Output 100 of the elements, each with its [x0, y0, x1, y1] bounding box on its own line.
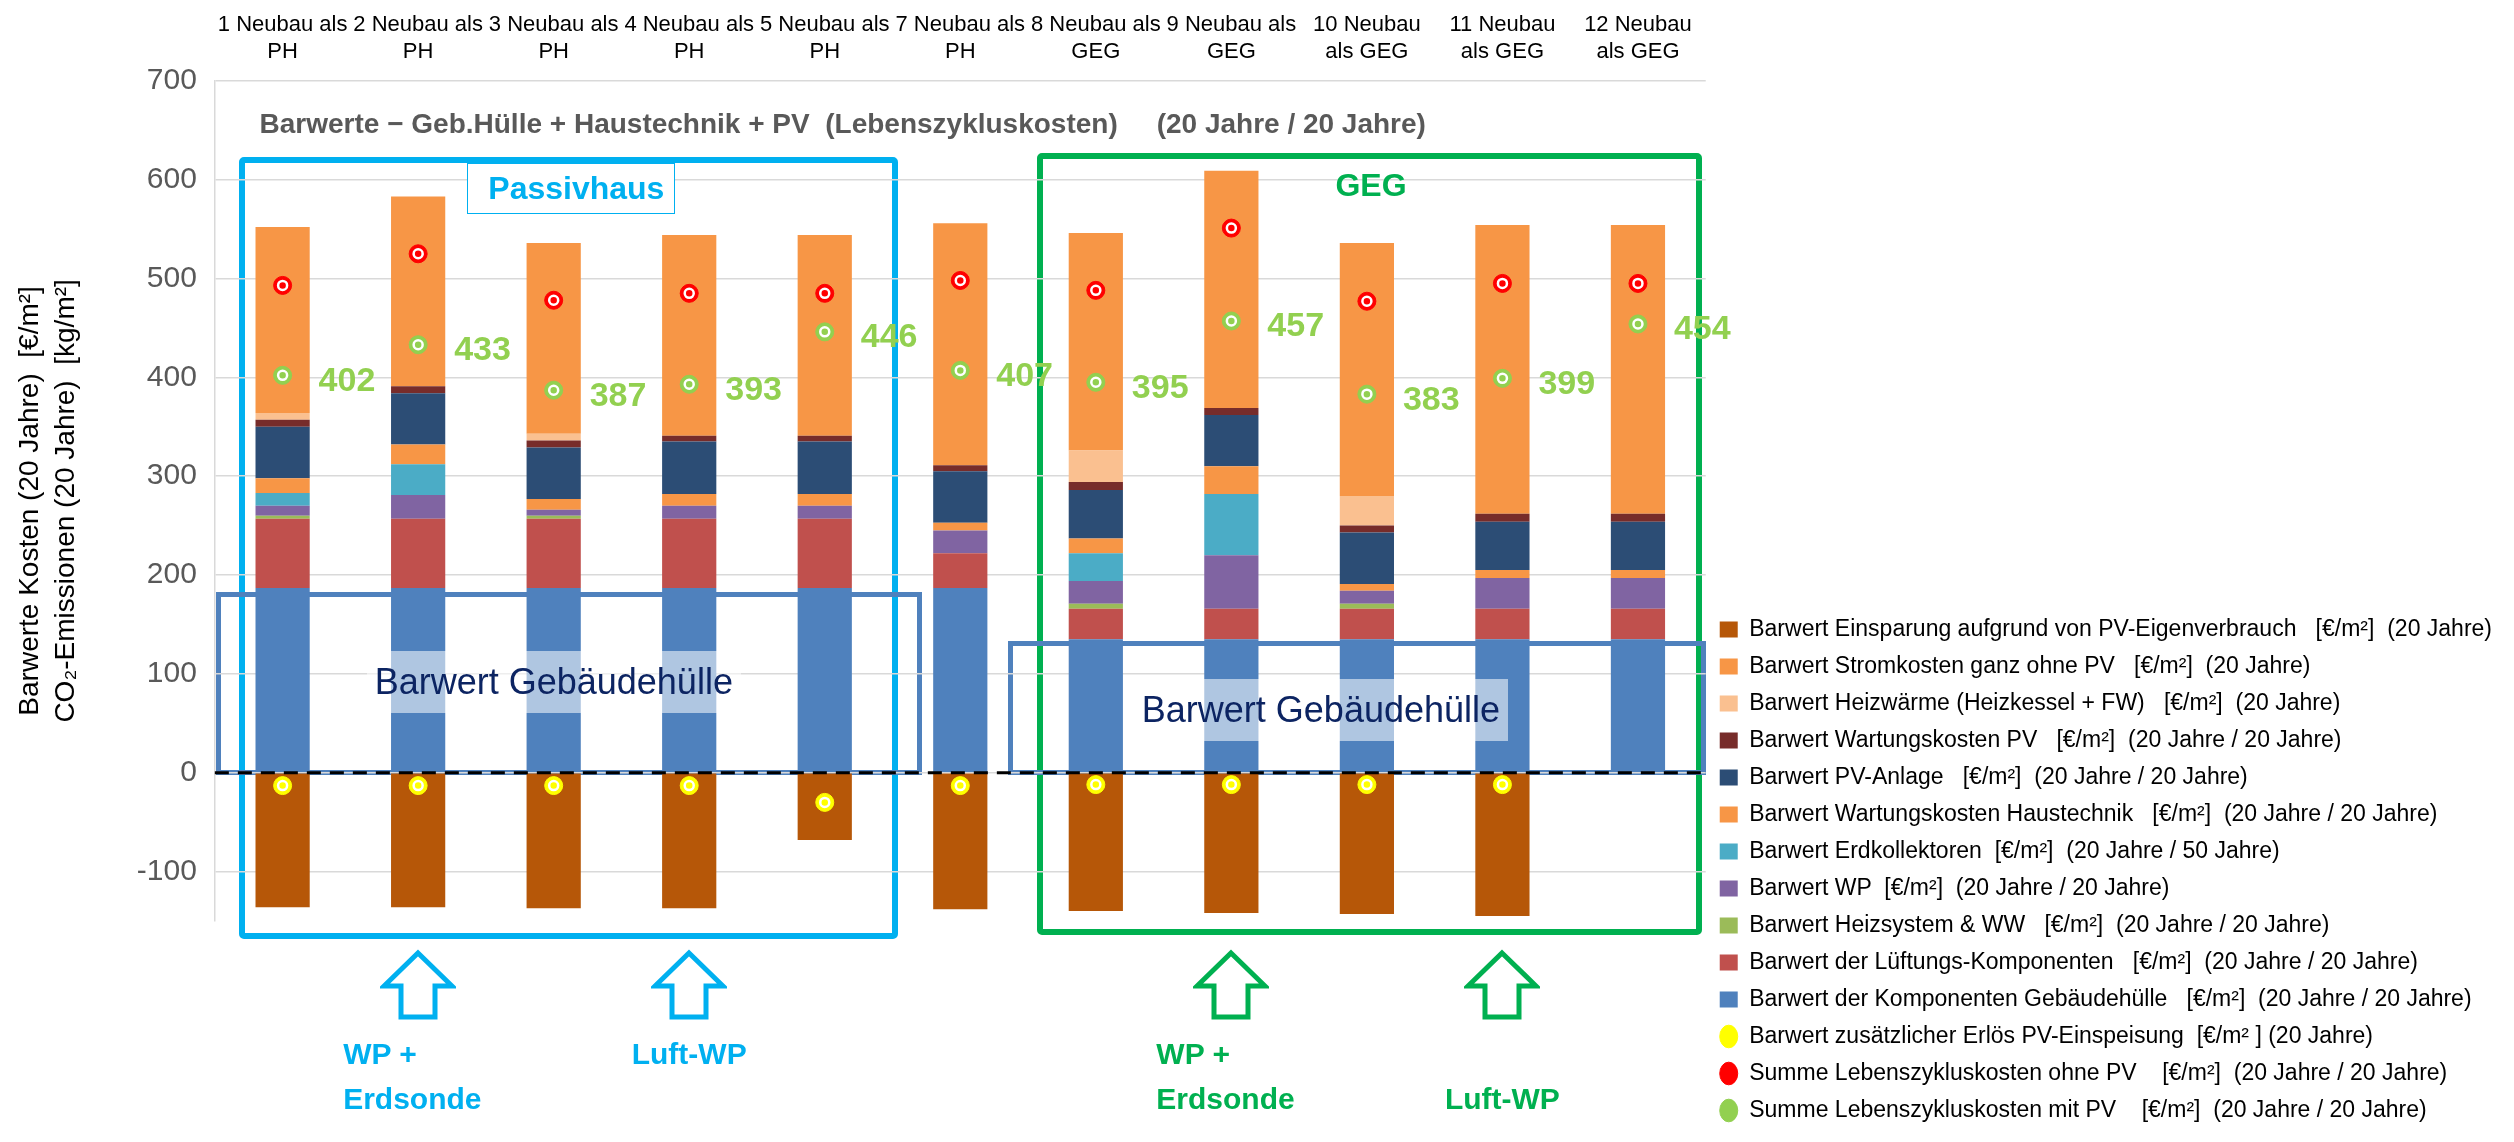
x-tick-label: 5 Neubau als PH — [759, 11, 890, 63]
bar — [933, 223, 988, 466]
bar — [1475, 773, 1530, 917]
bar — [1204, 493, 1259, 556]
bar — [391, 464, 446, 495]
annotation: Barwert Gebäudehülle — [366, 650, 741, 713]
data-label: 387 — [589, 374, 647, 413]
bar — [1339, 583, 1394, 591]
y-tick-label: 200 — [146, 556, 197, 590]
bar — [1339, 532, 1394, 584]
bar — [1475, 608, 1530, 640]
legend-label: Barwert zusätzlicher Erlös PV-Einspeisung [€/m² ] (20 Jahre) — [1749, 1021, 2374, 1048]
y-axis-title: Barwerte Kosten (20 Jahre) [€/m²] CO₂-Emissionen (20 Jahre) [kg/m²] — [12, 279, 81, 723]
bar — [662, 493, 717, 506]
data-label: 402 — [318, 359, 376, 398]
legend-label: Summe Lebenszykluskosten mit PV [€/m²] (20 Jahre / 20 Jahre) — [1749, 1095, 2427, 1122]
bar — [662, 505, 717, 519]
bar — [1339, 603, 1394, 609]
bar — [1610, 513, 1666, 522]
bar — [1339, 525, 1394, 533]
bar — [662, 773, 717, 909]
bar — [1610, 225, 1666, 514]
y-tick-label: 300 — [146, 457, 197, 491]
text: Luft-WP — [1444, 1080, 1560, 1117]
bar — [526, 498, 581, 510]
bar — [1204, 555, 1259, 609]
bar — [526, 447, 581, 499]
bar — [933, 773, 988, 910]
bar — [1068, 482, 1123, 491]
x-tick-label: 8 Neubau als GEG — [1030, 11, 1161, 63]
bar — [391, 494, 446, 519]
bar — [526, 433, 581, 441]
bar — [391, 518, 446, 588]
bar — [1475, 578, 1530, 609]
annotation: Passivhaus — [467, 163, 676, 215]
legend-label: Barwert der Komponenten Gebäudehülle [€/m²] (20 Jahre / 20 Jahre) — [1749, 984, 2472, 1011]
legend-label: Barwert Wartungskosten Haustechnik [€/m²] (20 Jahre / 20 Jahre) — [1749, 799, 2438, 826]
bar — [255, 412, 310, 420]
data-label: 457 — [1267, 305, 1325, 344]
annotation: GEG — [1335, 167, 1407, 205]
legend-label: Barwert Heizwärme (Heizkessel + FW) [€/m²] (20 Jahre) — [1749, 688, 2341, 715]
bar — [797, 518, 852, 588]
bar — [1475, 570, 1530, 578]
data-label: 383 — [1402, 378, 1460, 417]
text: Barwerte − Geb.Hülle + Haustechnik + PV (Lebenszykluskosten) (20 Jahre / 20 Jahre) — [259, 108, 1426, 141]
annotation: Barwert Gebäudehülle — [1133, 679, 1509, 742]
bar — [526, 440, 581, 448]
bar — [933, 522, 988, 531]
bar — [1068, 603, 1123, 609]
bar — [391, 444, 446, 465]
x-tick-label: 10 Neubau als GEG — [1313, 11, 1421, 63]
text: WP + Erdsonde — [343, 1035, 483, 1117]
bar — [255, 587, 310, 772]
x-tick-label: 9 Neubau als GEG — [1166, 11, 1297, 63]
bar — [1339, 242, 1394, 496]
x-tick-label: 12 Neubau als GEG — [1584, 11, 1692, 63]
bar — [1068, 538, 1123, 554]
bar — [255, 515, 310, 519]
legend-label: Summe Lebenszykluskosten ohne PV [€/m²] (20 Jahre / 20 Jahre) — [1749, 1058, 2448, 1085]
bar — [526, 773, 581, 909]
text: WP + Erdsonde — [1156, 1035, 1296, 1117]
bar — [255, 492, 310, 506]
bar — [1475, 225, 1530, 514]
legend-label: Barwert Einsparung aufgrund von PV-Eigenverbrauch [€/m²] (20 Jahre) — [1749, 614, 2493, 641]
y-tick-label: 700 — [146, 62, 197, 96]
bar — [1610, 570, 1666, 578]
bar — [1204, 407, 1259, 415]
bar — [662, 441, 717, 494]
bar — [1068, 233, 1123, 451]
y-tick-label: 0 — [180, 754, 197, 787]
data-label: 393 — [725, 368, 782, 407]
bar — [797, 441, 852, 494]
bar — [1339, 495, 1394, 526]
bar — [797, 773, 852, 840]
legend-label: Barwert PV-Anlage [€/m²] (20 Jahre / 20 Jahre) — [1749, 762, 2248, 789]
x-tick-label: 7 Neubau als PH — [895, 11, 1026, 63]
bar — [1475, 521, 1530, 571]
bar — [662, 518, 717, 588]
bar — [1610, 608, 1666, 640]
x-tick-label: 2 Neubau als PH — [353, 11, 483, 63]
bar — [255, 773, 310, 908]
legend-label: Barwert Wartungskosten PV [€/m²] (20 Jahre / 20 Jahre) — [1749, 725, 2342, 752]
bar — [1339, 590, 1394, 604]
bar — [933, 465, 988, 472]
bar — [1068, 608, 1123, 640]
bar — [1339, 773, 1394, 915]
bar — [797, 505, 852, 519]
bar — [662, 435, 717, 442]
bar — [933, 553, 988, 588]
bar — [1204, 414, 1259, 467]
bar — [255, 518, 310, 588]
bar — [391, 386, 446, 394]
bar — [933, 471, 988, 523]
bar — [1204, 608, 1259, 640]
bar — [1204, 466, 1259, 494]
bar — [933, 587, 988, 772]
y-tick-label: -100 — [136, 852, 197, 886]
bar — [255, 227, 310, 413]
bar — [255, 478, 310, 493]
bar — [1068, 580, 1123, 604]
